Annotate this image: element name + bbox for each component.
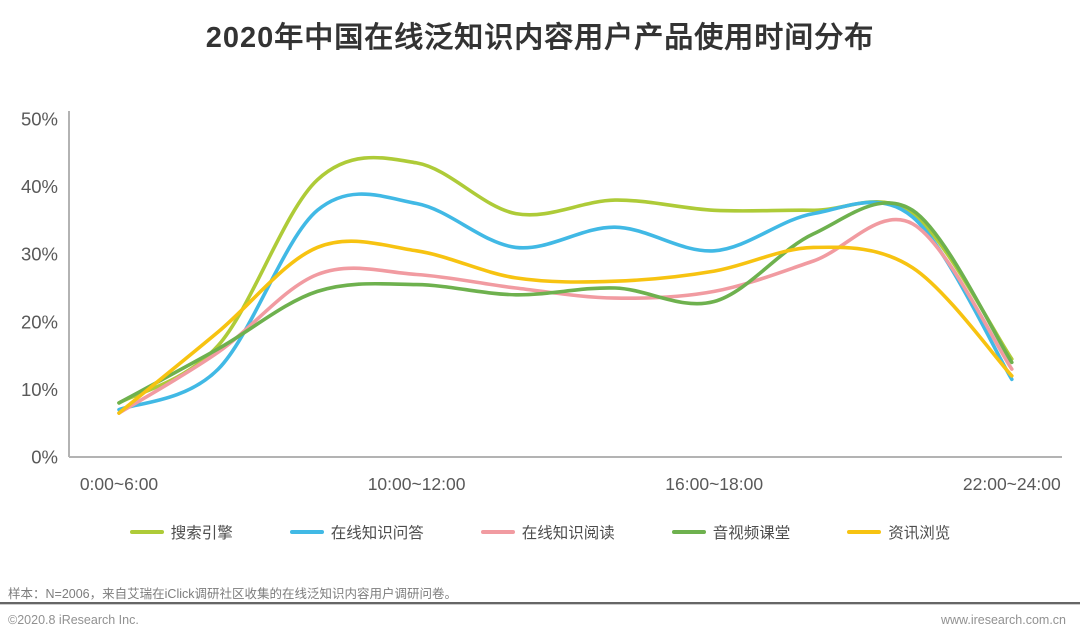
- y-tick-label: 10%: [21, 379, 58, 400]
- series-line-online-qa: [117, 192, 1014, 412]
- x-tick-label: 16:00~18:00: [665, 474, 763, 494]
- footer-divider: [0, 602, 1080, 605]
- series-line-news-browsing: [117, 239, 1014, 415]
- legend-swatch-online-qa: [289, 530, 324, 534]
- legend-swatch-online-reading: [480, 530, 515, 534]
- legend-label: 在线知识阅读: [521, 525, 615, 542]
- y-tick-label: 40%: [21, 176, 58, 197]
- y-tick-label: 30%: [21, 244, 58, 265]
- chart-title: 2020年中国在线泛知识内容用户产品使用时间分布: [205, 22, 875, 54]
- copyright-text: ©2020.8 iResearch Inc.: [8, 613, 139, 627]
- y-tick-label: 50%: [21, 109, 58, 130]
- series-line-av-classroom: [117, 201, 1014, 405]
- sample-note: 样本：N=2006，来自艾瑞在iClick调研社区收集的在线泛知识内容用户调研问…: [8, 587, 457, 601]
- usage-time-line-chart: 0% 10% 20% 30% 40% 50% 0:00~6:00 10:00~12:00 16:…: [21, 109, 1062, 494]
- x-tick-label: 22:00~24:00: [963, 474, 1061, 494]
- series-line-online-reading: [117, 217, 1014, 415]
- legend-item-online-qa: 在线知识问答: [289, 521, 424, 543]
- legend-label: 在线知识问答: [330, 525, 424, 542]
- chart-legend: 搜索引擎 在线知识问答 在线知识阅读 音视频课堂 资讯浏览: [0, 521, 1080, 543]
- legend-swatch-news-browsing: [847, 530, 882, 534]
- website-url: www.iresearch.com.cn: [940, 613, 1066, 627]
- legend-label: 音视频课堂: [712, 525, 791, 542]
- legend-swatch-av-classroom: [671, 530, 706, 534]
- chart-area: 0% 10% 20% 30% 40% 50% 0:00~6:00 10:00~12:00 16:…: [0, 100, 1080, 500]
- x-tick-label: 0:00~6:00: [80, 474, 159, 494]
- y-tick-label: 0%: [31, 447, 58, 468]
- legend-label: 搜索引擎: [170, 525, 233, 542]
- legend-label: 资讯浏览: [888, 525, 951, 542]
- legend-swatch-search-engine: [129, 530, 164, 534]
- legend-item-search-engine: 搜索引擎: [129, 521, 233, 543]
- y-tick-label: 20%: [21, 311, 58, 332]
- x-tick-label: 10:00~12:00: [368, 474, 466, 494]
- legend-item-news-browsing: 资讯浏览: [847, 521, 950, 543]
- legend-item-online-reading: 在线知识阅读: [480, 521, 615, 543]
- legend-item-av-classroom: 音视频课堂: [671, 521, 791, 543]
